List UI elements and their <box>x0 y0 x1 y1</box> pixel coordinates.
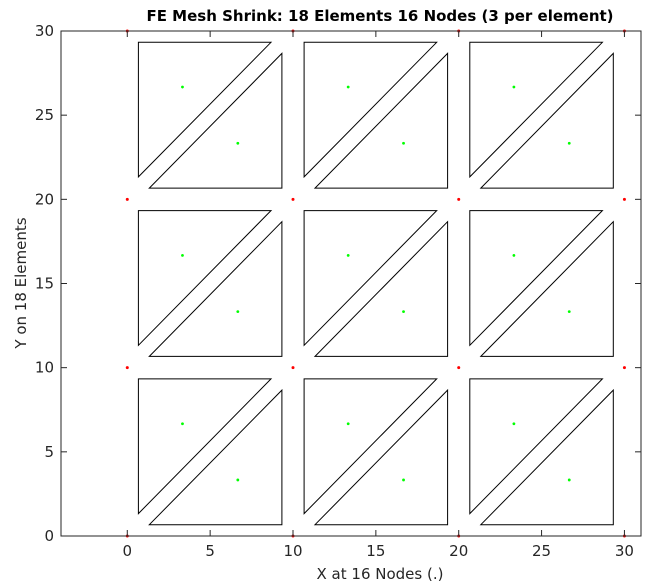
chart-title: FE Mesh Shrink: 18 Elements 16 Nodes (3 … <box>146 7 613 25</box>
x-tick-label-15: 15 <box>366 542 385 560</box>
centroid-point-9 <box>346 253 350 257</box>
node-point-8 <box>622 366 626 370</box>
element-triangle-10 <box>313 220 449 357</box>
centroid-point-2 <box>236 478 240 482</box>
node-point-7 <box>457 366 461 370</box>
centroid-point-11 <box>512 253 516 257</box>
node-point-9 <box>125 197 129 201</box>
element-triangle-7 <box>137 210 273 347</box>
element-triangle-18 <box>479 52 614 189</box>
centroid-point-12 <box>567 310 571 314</box>
centroid-point-8 <box>236 310 240 314</box>
x-tick-label-5: 5 <box>205 542 215 560</box>
centroid-point-10 <box>402 310 405 314</box>
node-point-11 <box>457 197 461 201</box>
plot-area <box>125 29 626 538</box>
element-triangle-5 <box>469 378 604 515</box>
element-triangle-2 <box>148 388 283 526</box>
x-tick-label-10: 10 <box>283 542 302 560</box>
centroid-point-17 <box>512 85 516 89</box>
element-triangle-6 <box>479 388 614 526</box>
centroid-point-4 <box>402 478 405 482</box>
y-tick-label-0: 0 <box>44 527 54 545</box>
axes-frame <box>60 30 642 537</box>
node-point-12 <box>622 197 626 201</box>
element-triangle-3 <box>303 378 438 515</box>
y-axis-label: Y on 18 Elements <box>12 217 30 349</box>
element-triangle-14 <box>148 52 283 189</box>
element-triangle-11 <box>469 210 604 347</box>
centroid-point-18 <box>567 141 571 145</box>
axes: 0 5 10 15 20 25 30 0 5 10 15 20 25 30 <box>35 22 642 560</box>
y-tick-label-30: 30 <box>35 22 54 40</box>
element-triangle-17 <box>469 41 604 179</box>
y-tick-label-5: 5 <box>44 443 54 461</box>
y-tick-label-25: 25 <box>35 106 54 124</box>
node-point-5 <box>125 366 129 370</box>
centroid-point-13 <box>181 85 184 89</box>
x-tick-label-30: 30 <box>615 542 634 560</box>
element-triangle-4 <box>313 388 449 526</box>
x-axis-label: X at 16 Nodes (.) <box>317 565 444 583</box>
x-tick-label-20: 20 <box>449 542 468 560</box>
element-triangle-15 <box>303 41 438 179</box>
centroid-point-7 <box>181 253 184 257</box>
y-tick-label-15: 15 <box>35 275 54 293</box>
centroid-point-14 <box>236 141 240 145</box>
centroid-point-6 <box>567 478 571 482</box>
element-triangle-12 <box>479 220 614 357</box>
x-tick-label-0: 0 <box>123 542 133 560</box>
centroid-point-5 <box>512 422 516 426</box>
x-tick-label-25: 25 <box>532 542 551 560</box>
element-triangle-8 <box>148 220 283 357</box>
element-triangle-1 <box>137 378 273 515</box>
centroid-point-1 <box>181 422 184 426</box>
centroid-point-15 <box>346 85 350 89</box>
element-triangle-16 <box>313 52 449 189</box>
node-point-6 <box>291 366 295 370</box>
element-triangle-13 <box>137 41 273 179</box>
centroid-point-3 <box>346 422 350 426</box>
y-tick-label-10: 10 <box>35 359 54 377</box>
y-tick-label-20: 20 <box>35 190 54 208</box>
element-triangle-9 <box>303 210 438 347</box>
centroid-point-16 <box>402 141 405 145</box>
node-point-10 <box>291 197 295 201</box>
